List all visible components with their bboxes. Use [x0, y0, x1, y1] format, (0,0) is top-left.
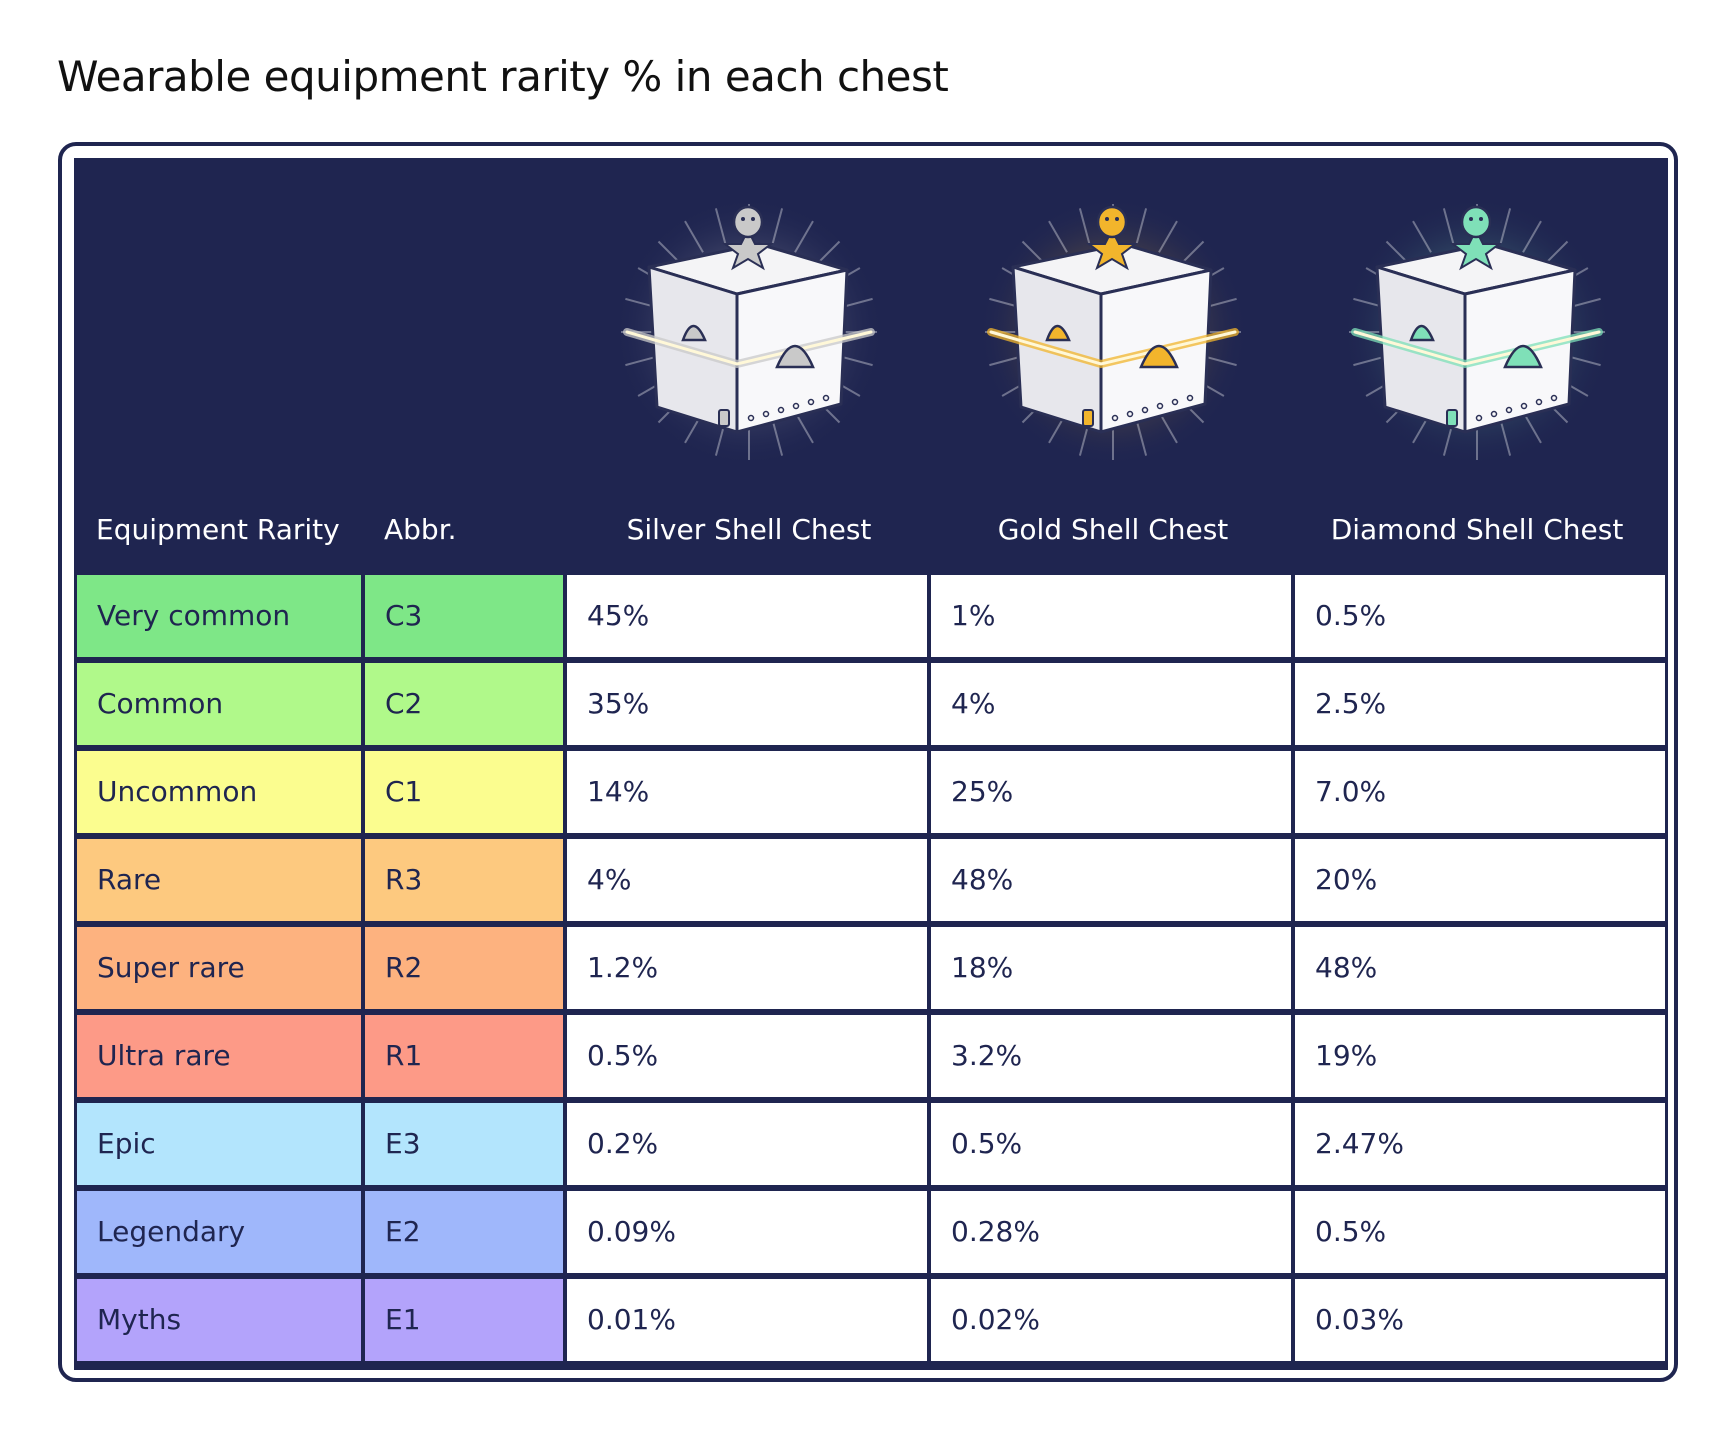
- abbr-cell: R1: [365, 1015, 563, 1097]
- abbr-cell: E1: [365, 1279, 563, 1361]
- rarity-cell: Rare: [77, 839, 361, 921]
- table-row: Legendary E2 0.09% 0.28% 0.5%: [74, 1188, 1668, 1276]
- diamond-chest-value: 0.03%: [1295, 1279, 1665, 1361]
- silver-chest-value: 14%: [567, 751, 927, 833]
- table-row: Uncommon C1 14% 25% 7.0%: [74, 748, 1668, 836]
- abbr-cell: C3: [365, 575, 563, 657]
- rarity-cell: Ultra rare: [77, 1015, 361, 1097]
- header-gold-chest-label: Gold Shell Chest: [997, 513, 1229, 546]
- silver-chest-value: 0.01%: [567, 1279, 927, 1361]
- gold-chest-value: 0.28%: [931, 1191, 1291, 1273]
- diamond-chest-value: 2.5%: [1295, 663, 1665, 745]
- diamond-chest-icon: [1337, 182, 1617, 472]
- rarity-cell: Common: [77, 663, 361, 745]
- rarity-cell: Uncommon: [77, 751, 361, 833]
- silver-chest-value: 45%: [567, 575, 927, 657]
- abbr-cell: R2: [365, 927, 563, 1009]
- diamond-chest-value: 7.0%: [1295, 751, 1665, 833]
- rarity-cell: Legendary: [77, 1191, 361, 1273]
- page-title: Wearable equipment rarity % in each ches…: [57, 52, 949, 101]
- diamond-chest-value: 48%: [1295, 927, 1665, 1009]
- gold-chest-value: 0.02%: [931, 1279, 1291, 1361]
- table-row: Rare R3 4% 48% 20%: [74, 836, 1668, 924]
- diamond-chest-value: 2.47%: [1295, 1103, 1665, 1185]
- gold-chest-icon: [973, 182, 1253, 472]
- rarity-table: Equipment Rarity Abbr. Silver Shell Ches…: [74, 158, 1668, 1370]
- gold-chest-value: 48%: [931, 839, 1291, 921]
- abbr-cell: C2: [365, 663, 563, 745]
- silver-chest-value: 0.09%: [567, 1191, 927, 1273]
- header-silver-chest: Silver Shell Chest: [567, 158, 931, 575]
- gold-chest-value: 3.2%: [931, 1015, 1291, 1097]
- silver-chest-value: 35%: [567, 663, 927, 745]
- silver-chest-icon: [609, 182, 889, 472]
- silver-chest-value: 0.5%: [567, 1015, 927, 1097]
- gold-chest-value: 0.5%: [931, 1103, 1291, 1185]
- table-row: Epic E3 0.2% 0.5% 2.47%: [74, 1100, 1668, 1188]
- silver-chest-value: 0.2%: [567, 1103, 927, 1185]
- header-silver-chest-label: Silver Shell Chest: [626, 513, 872, 546]
- gold-chest-value: 25%: [931, 751, 1291, 833]
- table-header: Equipment Rarity Abbr. Silver Shell Ches…: [74, 158, 1668, 575]
- silver-chest-value: 4%: [567, 839, 927, 921]
- header-abbr: Abbr.: [384, 513, 457, 546]
- table-row: Very common C3 45% 1% 0.5%: [74, 572, 1668, 660]
- abbr-cell: E2: [365, 1191, 563, 1273]
- diamond-chest-value: 19%: [1295, 1015, 1665, 1097]
- header-diamond-chest: Diamond Shell Chest: [1295, 158, 1659, 575]
- table-row: Myths E1 0.01% 0.02% 0.03%: [74, 1276, 1668, 1364]
- rarity-cell: Very common: [77, 575, 361, 657]
- header-diamond-chest-label: Diamond Shell Chest: [1330, 513, 1624, 546]
- rarity-cell: Epic: [77, 1103, 361, 1185]
- rarity-cell: Myths: [77, 1279, 361, 1361]
- header-rarity: Equipment Rarity: [96, 513, 340, 546]
- table-row: Super rare R2 1.2% 18% 48%: [74, 924, 1668, 1012]
- header-gold-chest: Gold Shell Chest: [931, 158, 1295, 575]
- table-row: Common C2 35% 4% 2.5%: [74, 660, 1668, 748]
- abbr-cell: C1: [365, 751, 563, 833]
- silver-chest-value: 1.2%: [567, 927, 927, 1009]
- abbr-cell: R3: [365, 839, 563, 921]
- gold-chest-value: 18%: [931, 927, 1291, 1009]
- diamond-chest-value: 0.5%: [1295, 1191, 1665, 1273]
- diamond-chest-value: 0.5%: [1295, 575, 1665, 657]
- gold-chest-value: 4%: [931, 663, 1291, 745]
- rarity-cell: Super rare: [77, 927, 361, 1009]
- diamond-chest-value: 20%: [1295, 839, 1665, 921]
- table-row: Ultra rare R1 0.5% 3.2% 19%: [74, 1012, 1668, 1100]
- abbr-cell: E3: [365, 1103, 563, 1185]
- gold-chest-value: 1%: [931, 575, 1291, 657]
